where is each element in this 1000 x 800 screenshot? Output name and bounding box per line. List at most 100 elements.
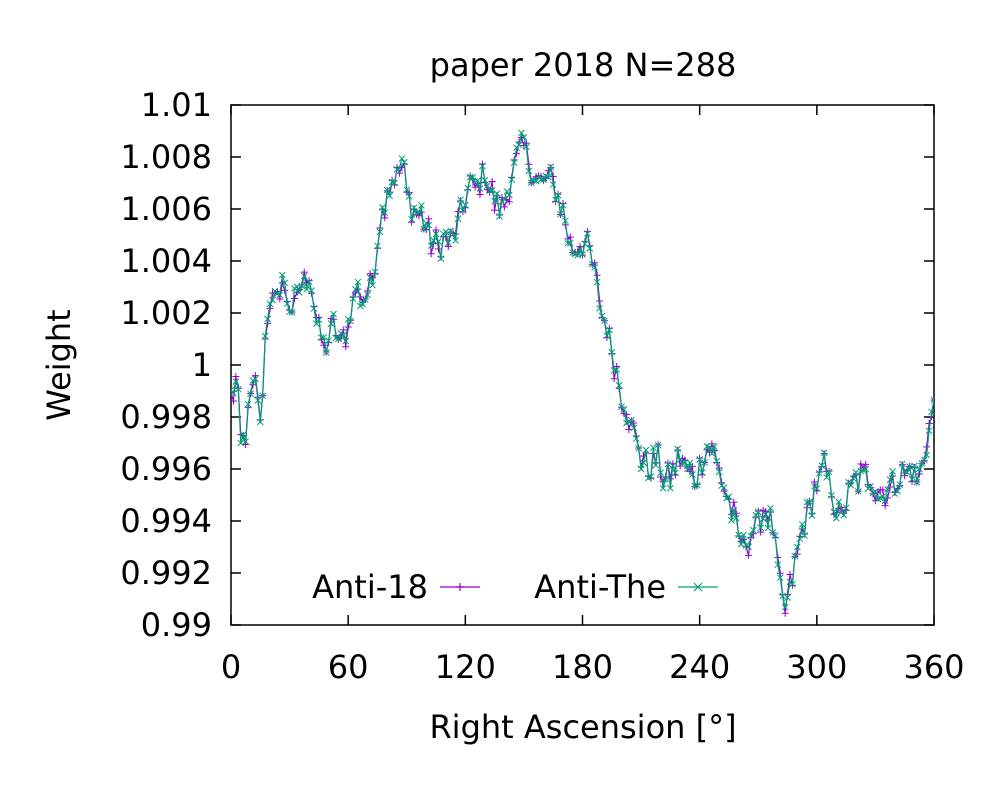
data-point	[676, 456, 684, 463]
data-point	[361, 296, 369, 303]
data-point	[625, 425, 633, 433]
data-point	[925, 420, 933, 427]
x-tick-label: 240	[669, 648, 730, 686]
data-point	[649, 444, 657, 452]
data-point	[288, 308, 296, 316]
data-point	[872, 488, 879, 495]
data-point	[732, 514, 740, 522]
y-tick-label: 1.004	[120, 242, 212, 280]
data-point	[928, 408, 934, 416]
data-point	[300, 268, 308, 276]
data-point	[605, 326, 613, 334]
data-point	[713, 457, 721, 465]
data-point	[593, 278, 601, 286]
x-tick-label: 300	[786, 648, 847, 686]
data-point	[493, 190, 501, 198]
series-layer	[231, 129, 934, 617]
data-point	[454, 215, 462, 222]
data-point	[381, 214, 389, 222]
data-point	[435, 238, 442, 245]
data-point	[408, 216, 415, 223]
data-point	[776, 574, 784, 582]
plot-area	[230, 104, 935, 626]
data-point	[701, 459, 708, 466]
data-point	[352, 285, 359, 293]
y-tick-label: 1	[192, 346, 212, 384]
data-point	[842, 504, 850, 512]
data-point	[740, 531, 747, 539]
data-point	[696, 456, 704, 463]
data-point	[874, 495, 882, 503]
y-tick-label: 0.992	[120, 554, 212, 592]
x-tick-label: 60	[328, 648, 369, 686]
data-point	[530, 177, 538, 184]
data-point	[298, 282, 306, 290]
y-tick-label: 1.006	[120, 190, 212, 228]
data-point	[547, 163, 555, 171]
x-tick-label: 180	[552, 648, 613, 686]
data-point	[898, 460, 906, 468]
data-point	[854, 488, 862, 495]
x-axis-label: Right Ascension [°]	[429, 708, 736, 746]
data-point	[466, 173, 474, 181]
data-point	[523, 143, 530, 151]
data-point	[881, 502, 889, 510]
y-tick-label: 1.002	[120, 294, 212, 332]
data-point	[808, 512, 816, 519]
data-point	[232, 372, 240, 380]
data-point	[593, 271, 601, 279]
y-tick-label: 0.994	[120, 502, 212, 540]
data-point	[884, 486, 891, 493]
data-point	[825, 468, 833, 476]
legend-label: Anti-The	[534, 568, 666, 606]
data-point	[879, 486, 887, 494]
chart-title: paper 2018 N=288	[430, 46, 737, 84]
data-point	[252, 375, 259, 383]
data-point	[261, 332, 269, 340]
data-point	[369, 281, 376, 289]
data-point	[610, 367, 618, 374]
data-point	[925, 427, 933, 435]
data-point	[759, 515, 767, 523]
data-point	[564, 239, 572, 247]
data-point	[744, 551, 752, 559]
data-point	[471, 183, 479, 191]
data-point	[781, 603, 789, 611]
data-point	[364, 291, 372, 299]
data-point	[283, 300, 291, 307]
data-point	[850, 475, 857, 482]
data-point	[815, 470, 823, 477]
data-point	[486, 187, 494, 194]
data-point	[244, 400, 252, 408]
x-tick-label: 0	[221, 648, 241, 686]
data-point	[259, 392, 267, 400]
data-point	[896, 481, 904, 488]
data-point	[615, 381, 623, 389]
data-point	[359, 300, 367, 308]
y-tick-label: 1.008	[120, 138, 212, 176]
data-point	[425, 215, 433, 223]
data-point	[508, 176, 516, 183]
data-point	[686, 459, 694, 467]
data-point	[231, 397, 237, 405]
data-point	[378, 204, 386, 211]
data-point	[459, 207, 467, 214]
data-point	[381, 209, 389, 216]
data-point	[540, 176, 547, 183]
data-point	[447, 227, 455, 235]
series-line	[231, 135, 934, 614]
data-point	[276, 291, 284, 299]
data-point	[231, 389, 237, 397]
data-point	[566, 233, 574, 241]
data-point	[400, 158, 408, 166]
data-point	[427, 242, 435, 250]
data-point	[503, 188, 511, 195]
data-point	[452, 237, 459, 244]
data-point	[754, 508, 762, 516]
y-tick-label: 0.99	[141, 606, 212, 644]
data-point	[322, 349, 330, 356]
data-point	[305, 278, 313, 286]
data-point	[757, 524, 765, 532]
data-point	[420, 225, 428, 233]
